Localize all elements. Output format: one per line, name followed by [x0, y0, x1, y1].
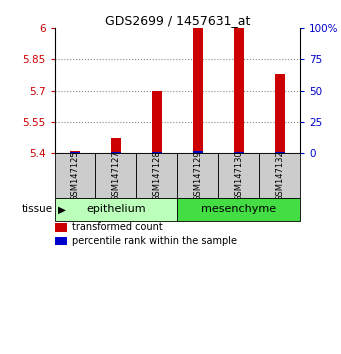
Text: GSM147128: GSM147128: [152, 150, 161, 201]
Bar: [95, 153, 136, 198]
Bar: [111, 138, 121, 153]
Bar: [152, 152, 162, 153]
Bar: [275, 152, 285, 153]
Bar: [193, 151, 203, 153]
Bar: [70, 151, 80, 153]
Text: transformed count: transformed count: [72, 222, 163, 233]
Text: mesenchyme: mesenchyme: [201, 204, 276, 214]
Bar: [218, 153, 259, 198]
Text: ▶: ▶: [58, 204, 66, 214]
Bar: [55, 223, 67, 232]
Text: percentile rank within the sample: percentile rank within the sample: [72, 236, 237, 246]
Bar: [177, 153, 218, 198]
Text: GSM147130: GSM147130: [234, 150, 243, 201]
Text: GSM147132: GSM147132: [275, 150, 284, 201]
Bar: [275, 74, 285, 153]
Bar: [70, 152, 80, 153]
Bar: [111, 152, 121, 153]
Text: GSM147125: GSM147125: [71, 150, 79, 201]
Bar: [259, 153, 300, 198]
Bar: [234, 152, 244, 153]
Text: tissue: tissue: [21, 204, 53, 214]
Bar: [152, 91, 162, 153]
Bar: [55, 237, 67, 245]
Bar: [55, 198, 177, 221]
Text: GSM147129: GSM147129: [193, 150, 202, 201]
Bar: [177, 198, 300, 221]
Bar: [234, 28, 244, 153]
Title: GDS2699 / 1457631_at: GDS2699 / 1457631_at: [105, 14, 250, 27]
Text: GSM147127: GSM147127: [112, 150, 120, 201]
Bar: [55, 153, 95, 198]
Text: epithelium: epithelium: [86, 204, 146, 214]
Bar: [193, 28, 203, 153]
Bar: [136, 153, 177, 198]
